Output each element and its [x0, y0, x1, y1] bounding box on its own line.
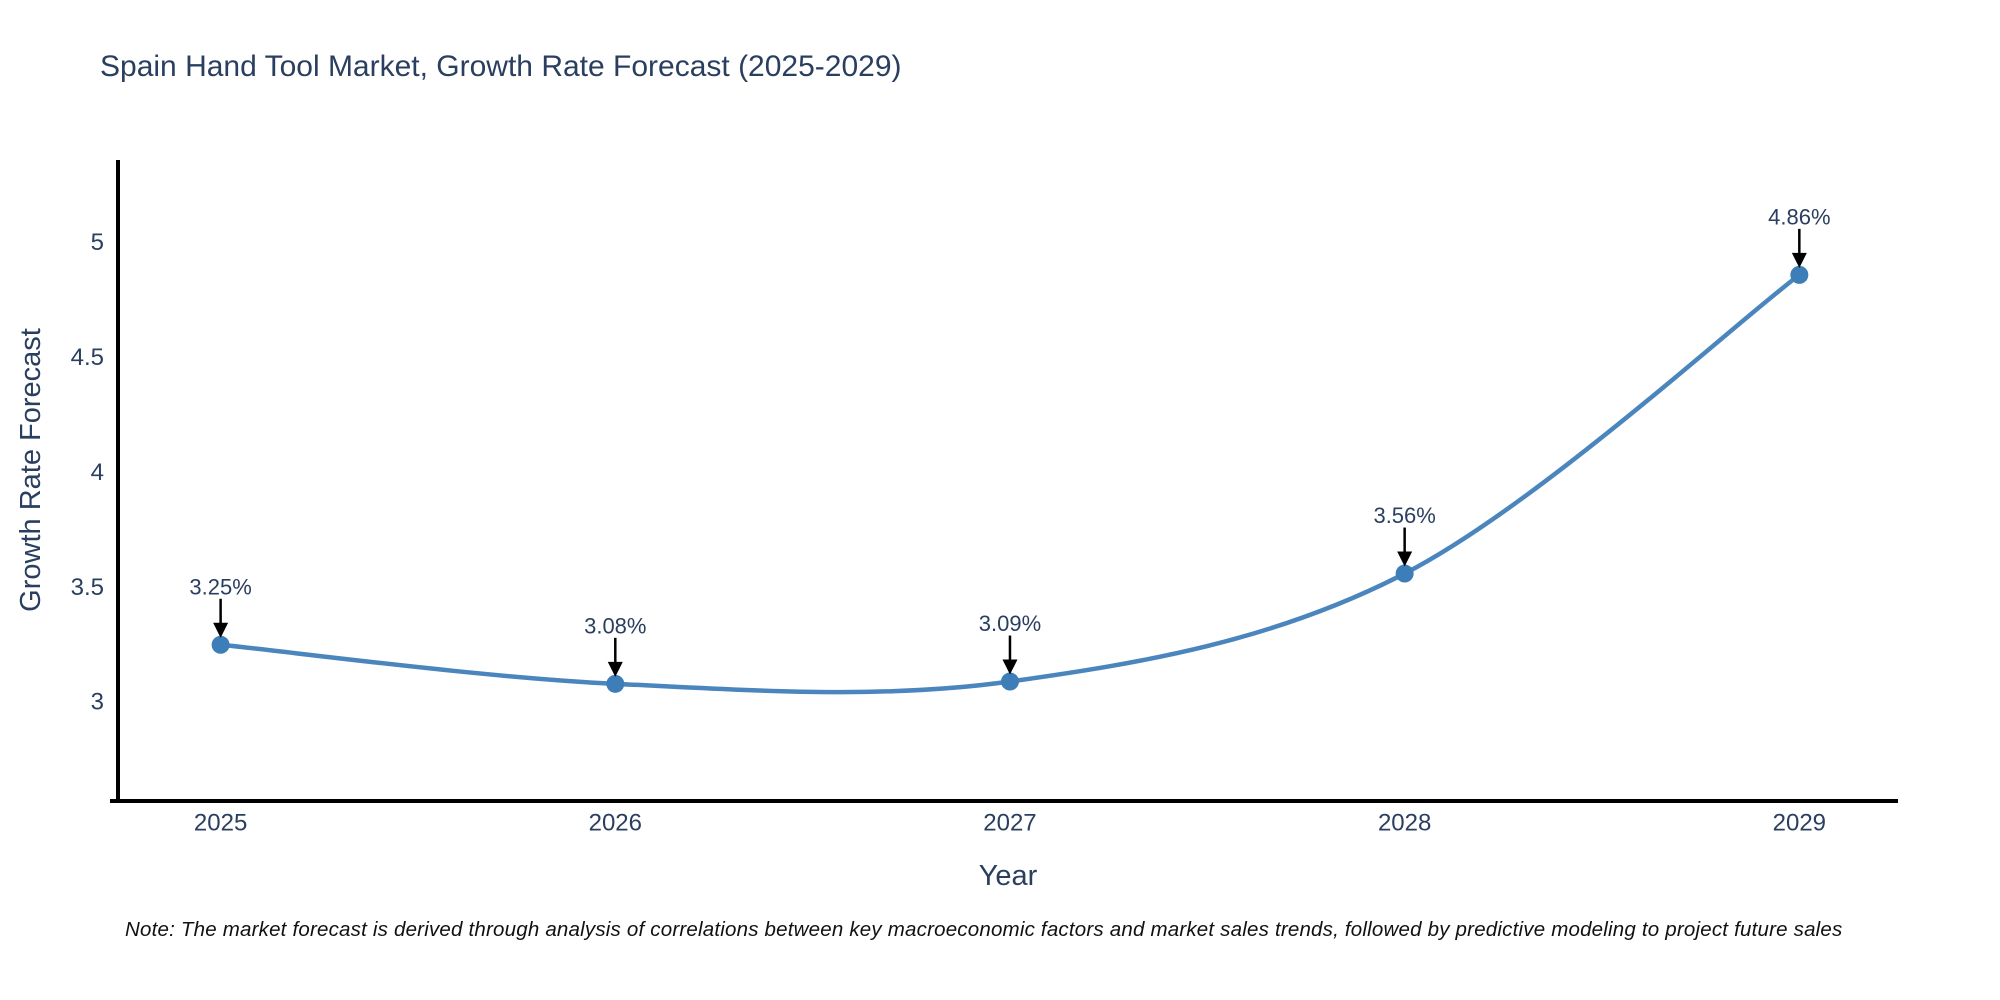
- x-tick-label: 2025: [194, 810, 247, 837]
- data-point-label: 3.56%: [1373, 503, 1435, 528]
- data-point-marker: [1395, 564, 1414, 583]
- data-point-marker: [1000, 672, 1019, 691]
- y-tick-label: 3.5: [71, 574, 104, 601]
- forecast-line: [218, 272, 1802, 695]
- data-point-marker: [1790, 265, 1809, 284]
- annotation-arrowhead-icon: [1791, 252, 1807, 268]
- x-tick-label: 2027: [983, 810, 1036, 837]
- x-tick-label: 2029: [1773, 810, 1826, 837]
- y-tick-label: 3: [91, 689, 104, 716]
- y-tick-label: 5: [91, 229, 104, 256]
- annotation-arrowhead-icon: [1397, 551, 1413, 567]
- data-point-marker: [211, 635, 230, 654]
- data-point-label: 4.86%: [1768, 204, 1830, 229]
- footnote: Note: The market forecast is derived thr…: [125, 918, 1843, 941]
- y-tick-label: 4: [91, 459, 104, 486]
- annotation-arrowhead-icon: [1002, 659, 1018, 675]
- data-point-label: 3.08%: [584, 613, 646, 638]
- x-tick-label: 2028: [1378, 810, 1431, 837]
- data-point-label: 3.25%: [189, 574, 251, 599]
- data-point-marker: [606, 674, 625, 693]
- annotation-arrowhead-icon: [607, 661, 623, 677]
- chart-title: Spain Hand Tool Market, Growth Rate Fore…: [100, 50, 902, 83]
- x-axis-title: Year: [978, 860, 1038, 892]
- x-tick-label: 2026: [589, 810, 642, 837]
- annotation-arrowhead-icon: [213, 622, 229, 638]
- data-point-label: 3.09%: [979, 611, 1041, 636]
- y-tick-label: 4.5: [71, 344, 104, 371]
